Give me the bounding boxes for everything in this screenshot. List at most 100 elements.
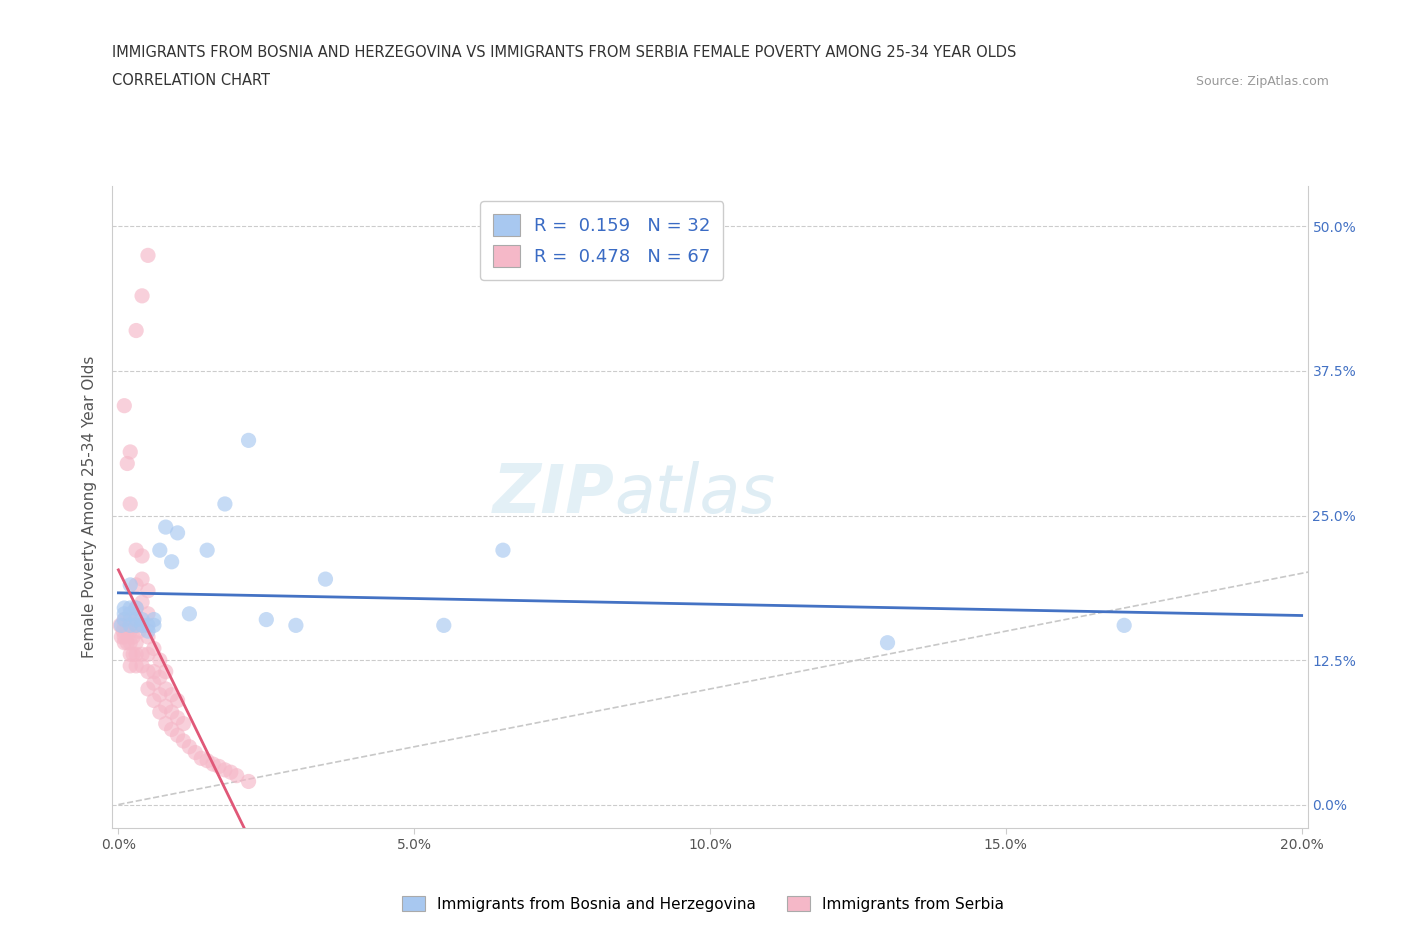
Point xyxy=(149,705,172,720)
Point xyxy=(195,543,218,558)
Legend: R =  0.159   N = 32, R =  0.478   N = 67: R = 0.159 N = 32, R = 0.478 N = 67 xyxy=(479,202,723,280)
Point xyxy=(120,578,142,592)
Point xyxy=(155,716,177,731)
Point xyxy=(142,641,165,656)
Point xyxy=(125,618,148,632)
Text: Source: ZipAtlas.com: Source: ZipAtlas.com xyxy=(1195,75,1329,88)
Point xyxy=(112,635,135,650)
Point xyxy=(284,618,307,632)
Point xyxy=(125,618,148,632)
Point xyxy=(120,618,142,632)
Point xyxy=(190,751,212,765)
Point xyxy=(160,722,183,737)
Point xyxy=(112,612,135,627)
Point xyxy=(131,658,153,673)
Point xyxy=(131,595,153,610)
Point xyxy=(166,711,188,725)
Point xyxy=(214,763,236,777)
Point xyxy=(160,554,183,569)
Point xyxy=(214,497,236,512)
Point xyxy=(131,549,153,564)
Point xyxy=(142,618,165,632)
Point xyxy=(112,601,135,616)
Point xyxy=(136,647,159,662)
Point xyxy=(155,682,177,697)
Point xyxy=(160,705,183,720)
Point xyxy=(125,601,148,616)
Point xyxy=(172,734,194,749)
Point xyxy=(122,647,145,662)
Point xyxy=(172,716,194,731)
Point xyxy=(131,612,153,627)
Point xyxy=(433,618,456,632)
Point xyxy=(142,664,165,679)
Point xyxy=(110,630,132,644)
Text: ZIP: ZIP xyxy=(492,461,614,527)
Point xyxy=(155,520,177,535)
Point xyxy=(125,323,148,338)
Point xyxy=(208,759,231,774)
Y-axis label: Female Poverty Among 25-34 Year Olds: Female Poverty Among 25-34 Year Olds xyxy=(82,355,97,658)
Point xyxy=(131,618,153,632)
Point xyxy=(166,525,188,540)
Point xyxy=(492,543,515,558)
Point xyxy=(219,764,242,779)
Point xyxy=(131,618,153,632)
Point xyxy=(108,618,131,632)
Point xyxy=(136,624,159,639)
Point xyxy=(110,618,132,632)
Point xyxy=(136,682,159,697)
Point xyxy=(120,445,142,459)
Point xyxy=(149,687,172,702)
Point xyxy=(155,664,177,679)
Point xyxy=(184,745,207,760)
Point xyxy=(125,635,148,650)
Point xyxy=(125,601,148,616)
Point xyxy=(120,658,142,673)
Point xyxy=(876,635,898,650)
Point xyxy=(225,768,247,783)
Point xyxy=(155,698,177,713)
Point xyxy=(112,624,135,639)
Point xyxy=(120,647,142,662)
Point xyxy=(125,612,148,627)
Point xyxy=(160,687,183,702)
Point xyxy=(117,635,139,650)
Point xyxy=(120,601,142,616)
Point xyxy=(195,753,218,768)
Point xyxy=(238,774,260,789)
Point xyxy=(117,624,139,639)
Point xyxy=(238,433,260,448)
Point xyxy=(131,647,153,662)
Point xyxy=(117,456,139,471)
Point xyxy=(120,612,142,627)
Point xyxy=(112,606,135,621)
Point xyxy=(125,543,148,558)
Point xyxy=(149,543,172,558)
Point xyxy=(125,647,148,662)
Point xyxy=(120,606,142,621)
Point xyxy=(314,572,336,587)
Point xyxy=(149,670,172,684)
Point xyxy=(202,757,225,772)
Point xyxy=(131,288,153,303)
Point xyxy=(254,612,277,627)
Point xyxy=(166,728,188,743)
Point xyxy=(122,630,145,644)
Point xyxy=(125,658,148,673)
Point xyxy=(136,630,159,644)
Point xyxy=(120,635,142,650)
Legend: Immigrants from Bosnia and Herzegovina, Immigrants from Serbia: Immigrants from Bosnia and Herzegovina, … xyxy=(396,889,1010,918)
Point xyxy=(142,612,165,627)
Point xyxy=(131,572,153,587)
Point xyxy=(125,612,148,627)
Point xyxy=(125,578,148,592)
Point xyxy=(149,653,172,668)
Point xyxy=(142,693,165,708)
Point xyxy=(120,624,142,639)
Point xyxy=(1114,618,1136,632)
Point xyxy=(112,618,135,632)
Point xyxy=(112,398,135,413)
Point xyxy=(179,739,201,754)
Point xyxy=(142,676,165,691)
